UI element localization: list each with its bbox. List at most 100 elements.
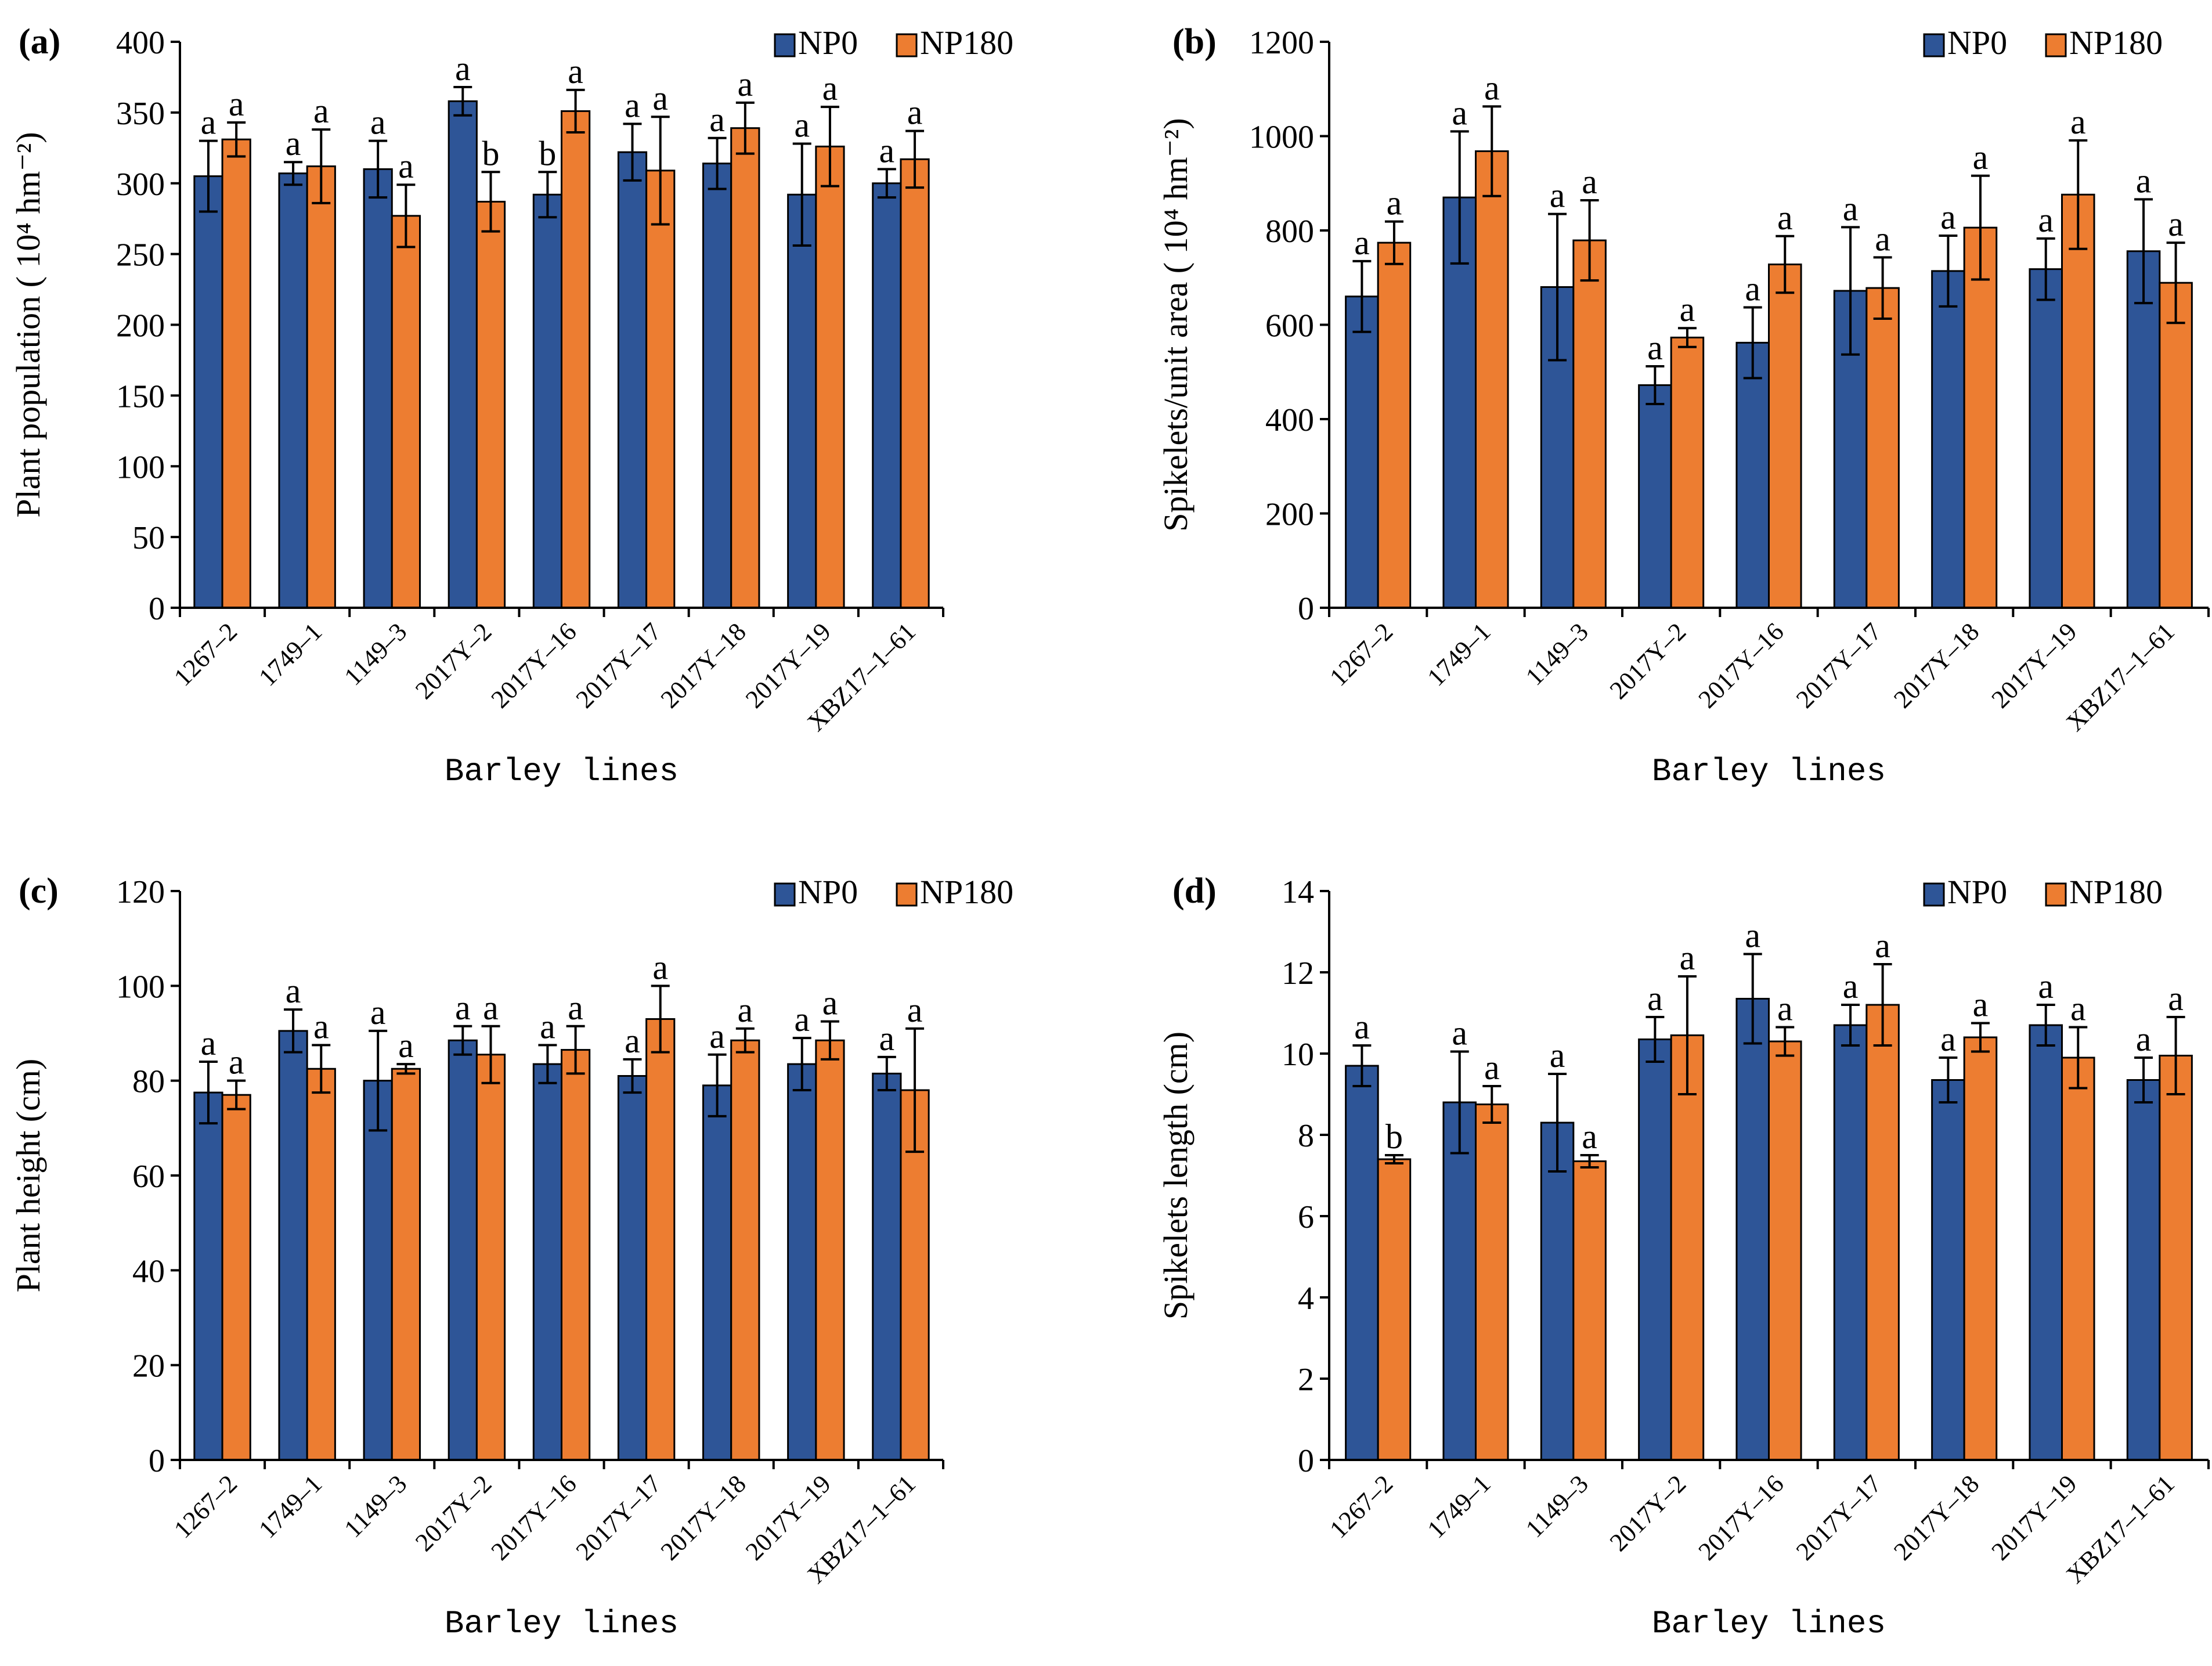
y-tick-label: 20 — [132, 1348, 165, 1384]
legend-swatch-np180 — [896, 882, 918, 907]
significance-letter: a — [1843, 967, 1859, 1005]
significance-letter: a — [1940, 198, 1956, 236]
significance-letter: a — [879, 1019, 895, 1058]
significance-letter: a — [709, 100, 725, 139]
bar-np0-7 — [2029, 268, 2063, 609]
significance-letter: a — [1875, 926, 1890, 965]
significance-letter: a — [1875, 219, 1890, 258]
y-tick-label: 0 — [1298, 1443, 1314, 1479]
x-tick-label: 2017Y–17 — [571, 617, 667, 713]
bar-np0-6 — [702, 1084, 732, 1461]
significance-letter: a — [2070, 103, 2086, 141]
significance-letter: a — [1452, 1014, 1467, 1052]
x-tick-label: 1267–2 — [168, 617, 243, 691]
bar-np180-4 — [1768, 1040, 1802, 1461]
legend-label-np0: NP0 — [798, 24, 858, 62]
bar-np180-1 — [306, 1068, 336, 1461]
significance-letter: a — [1582, 163, 1597, 201]
legend-swatch-np0 — [1923, 882, 1945, 907]
y-tick-label: 2 — [1298, 1362, 1314, 1398]
significance-letter: a — [625, 1022, 640, 1060]
x-tick-label: 1749–1 — [1422, 1469, 1496, 1544]
bar-np180-7 — [815, 145, 845, 609]
bar-np180-1 — [1475, 150, 1509, 609]
bar-np0-3 — [448, 100, 478, 609]
bar-np180-1 — [1475, 1104, 1509, 1461]
bar-np180-8 — [900, 158, 930, 609]
bar-np0-1 — [1442, 1101, 1477, 1461]
y-tick-label: 12 — [1282, 955, 1314, 991]
x-axis-title: Barley lines — [1652, 1605, 1886, 1642]
bar-np180-7 — [815, 1039, 845, 1461]
x-tick-label: 2017Y–19 — [1986, 617, 2083, 713]
significance-letter: a — [794, 1000, 810, 1038]
bar-np180-4 — [561, 1049, 591, 1461]
y-tick-label: 0 — [149, 1443, 165, 1479]
legend-label-np180: NP180 — [920, 24, 1013, 62]
significance-letter: a — [879, 131, 895, 170]
significance-letter: a — [2168, 205, 2184, 243]
y-axis-title: Plant population ( 10⁴ hm⁻²) — [9, 132, 47, 517]
x-tick-label: 1267–2 — [1324, 1469, 1398, 1544]
bar-np0-1 — [278, 172, 308, 609]
significance-letter: a — [1745, 269, 1760, 308]
x-tick-label: 2017Y–2 — [1604, 1469, 1691, 1556]
y-tick-label: 250 — [116, 237, 165, 273]
bar-np0-6 — [702, 163, 732, 609]
bar-np180-4 — [561, 110, 591, 609]
bar-np180-0 — [1377, 1158, 1412, 1461]
y-tick-label: 150 — [116, 378, 165, 414]
legend-label-np180: NP180 — [2069, 873, 2163, 911]
y-tick-label: 10 — [1282, 1037, 1314, 1073]
bar-np0-0 — [193, 175, 223, 609]
y-tick-label: 0 — [149, 591, 165, 627]
bar-np180-0 — [221, 1094, 251, 1461]
y-tick-label: 300 — [116, 167, 165, 203]
bar-np0-2 — [363, 168, 393, 609]
significance-letter: a — [1777, 990, 1793, 1028]
y-tick-label: 600 — [1265, 308, 1314, 344]
significance-letter: a — [455, 49, 471, 88]
x-tick-label: 1149–3 — [339, 1469, 413, 1543]
bar-np0-8 — [872, 182, 902, 609]
bar-np180-2 — [391, 1068, 421, 1461]
bar-np0-5 — [617, 1075, 648, 1461]
y-axis-title: Plant height (cm) — [9, 1059, 47, 1293]
bar-np180-3 — [1670, 1034, 1705, 1461]
bar-np180-7 — [2061, 1056, 2095, 1461]
significance-letter: a — [1484, 68, 1500, 107]
y-tick-label: 1200 — [1249, 25, 1314, 61]
bar-np0-3 — [448, 1039, 478, 1461]
significance-letter: a — [1680, 939, 1695, 977]
bar-np0-8 — [2126, 1079, 2161, 1461]
bar-np0-4 — [1735, 341, 1770, 609]
significance-letter: a — [907, 93, 923, 132]
y-axis-title: Spikelets/unit area ( 10⁴ hm⁻²) — [1157, 118, 1195, 532]
x-axis-title: Barley lines — [445, 753, 679, 790]
significance-letter: a — [483, 989, 499, 1027]
y-tick-label: 14 — [1282, 874, 1314, 910]
y-tick-label: 40 — [132, 1253, 165, 1289]
bar-np0-5 — [617, 151, 648, 609]
panel-label: (b) — [1172, 22, 1217, 62]
x-tick-label: 2017Y–2 — [1604, 617, 1691, 704]
significance-letter: a — [1973, 986, 1989, 1024]
y-axis-title: Spikelets length (cm) — [1157, 1032, 1195, 1319]
bar-np0-8 — [872, 1072, 902, 1461]
x-axis-title: Barley lines — [445, 1605, 679, 1642]
significance-letter: a — [822, 984, 838, 1022]
y-tick-label: 6 — [1298, 1199, 1314, 1235]
x-tick-label: 1149–3 — [1520, 617, 1594, 691]
significance-letter: a — [398, 1026, 414, 1065]
bar-np0-3 — [1638, 384, 1672, 609]
panel-label: (c) — [19, 871, 59, 911]
bar-np0-4 — [532, 193, 562, 609]
significance-letter: a — [1484, 1048, 1500, 1087]
x-tick-label: 2017Y–16 — [1693, 617, 1789, 713]
significance-letter: a — [540, 1007, 555, 1045]
x-tick-label: 2017Y–18 — [655, 1469, 752, 1566]
significance-letter: a — [2070, 990, 2086, 1028]
y-tick-label: 8 — [1298, 1118, 1314, 1154]
bar-np180-5 — [645, 1018, 676, 1461]
